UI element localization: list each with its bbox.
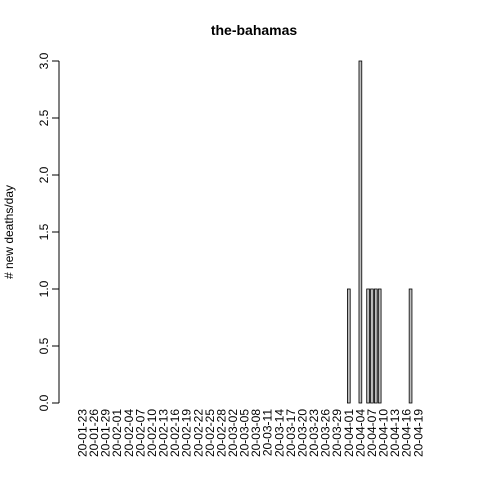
y-tick-label: 1.0 [37, 280, 51, 297]
y-tick-label: 2.5 [37, 109, 51, 126]
x-tick-label: 20-03-11 [261, 409, 275, 456]
x-tick-label: 20-03-26 [319, 409, 333, 457]
x-tick-label: 20-03-20 [295, 409, 309, 457]
bar [346, 288, 351, 404]
x-tick-label: 20-04-04 [353, 409, 367, 457]
y-tick-label: 2.0 [37, 166, 51, 183]
x-tick-label: 20-02-28 [214, 409, 228, 457]
bar [370, 288, 374, 404]
x-tick-label: 20-04-10 [377, 409, 391, 457]
bars [346, 60, 413, 404]
x-tick-label: 20-03-02 [226, 409, 240, 457]
x-tick-label: 20-03-05 [238, 409, 252, 457]
bar [366, 288, 370, 404]
x-tick-label: 20-04-01 [342, 409, 356, 457]
x-tick-label: 20-02-01 [110, 409, 124, 457]
x-tick-label: 20-02-19 [180, 409, 194, 457]
chart-title: the-bahamas [211, 22, 298, 38]
bar [358, 60, 363, 404]
y-tick-label: 0.5 [37, 337, 51, 354]
x-tick-label: 20-02-25 [203, 409, 217, 457]
y-tick-label: 1.5 [37, 223, 51, 240]
y-axis: 0.0 0.5 1.0 1.5 2.0 2.5 3.0 [37, 52, 60, 411]
x-tick-label: 20-01-26 [87, 409, 101, 457]
y-tick-label: 3.0 [37, 52, 51, 69]
x-tick-label: 20-02-22 [191, 409, 205, 457]
y-tick-label: 0.0 [37, 394, 51, 411]
x-tick-label: 20-01-29 [99, 409, 113, 457]
x-tick-label: 20-02-10 [145, 409, 159, 457]
x-tick-label: 20-02-13 [157, 409, 171, 457]
x-tick-label: 20-03-14 [272, 409, 286, 457]
x-tick-label: 20-03-23 [307, 409, 321, 457]
x-tick-label: 20-04-07 [365, 409, 379, 457]
x-axis: 20-01-2320-01-2620-01-2920-02-0120-02-04… [75, 409, 425, 457]
bar [408, 288, 413, 404]
bar [374, 288, 378, 404]
x-tick-label: 20-03-17 [284, 409, 298, 457]
x-tick-label: 20-02-07 [133, 409, 147, 457]
bar [377, 288, 382, 404]
x-tick-label: 20-03-08 [249, 409, 263, 457]
x-tick-label: 20-02-16 [168, 409, 182, 457]
x-tick-label: 20-04-16 [400, 409, 414, 457]
y-axis-label: # new deaths/day [2, 185, 16, 279]
x-tick-label: 20-02-04 [122, 409, 136, 457]
x-tick-label: 20-04-13 [388, 409, 402, 457]
x-tick-label: 20-01-23 [75, 409, 89, 457]
x-tick-label: 20-04-19 [411, 409, 425, 457]
x-tick-label: 20-03-29 [330, 409, 344, 457]
